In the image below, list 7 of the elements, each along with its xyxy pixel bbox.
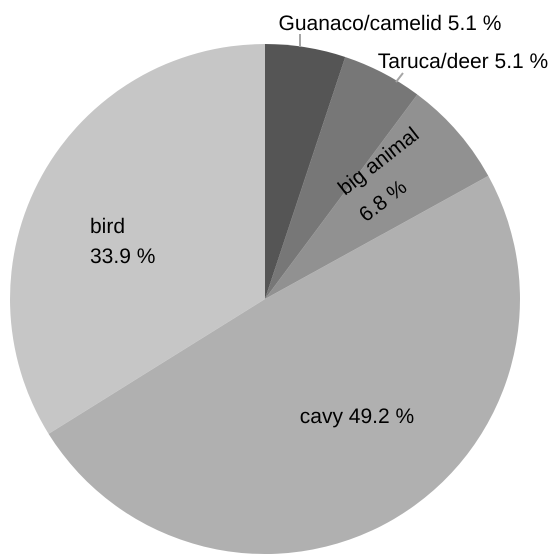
data-label: 33.9 % — [90, 245, 156, 268]
pie-slice — [10, 44, 265, 434]
slice-label: cavy 49.2 % — [300, 405, 414, 428]
slice-label: Guanaco/camelid 5.1 % — [278, 12, 502, 35]
pie-slice — [265, 94, 488, 299]
slice-label: Taruca/deer 5.1 % — [378, 50, 548, 73]
slice-label: bird — [90, 215, 126, 238]
